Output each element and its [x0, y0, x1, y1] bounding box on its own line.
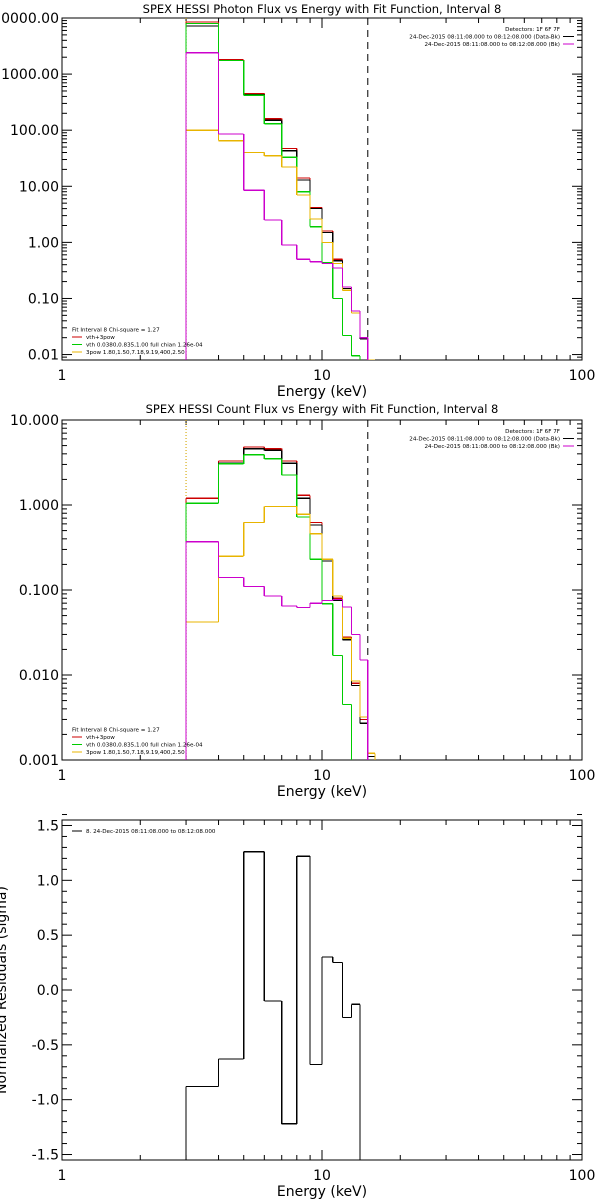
legend-entry: Fit Interval 8 Chi-square = 1.27 — [72, 728, 160, 734]
legend-top: 8. 24-Dec-2015 08:11:08.000 to 08:12:08.… — [72, 829, 216, 835]
plot-frame — [61, 17, 583, 361]
x-tick-label: 10 — [313, 768, 331, 784]
y-tick-label: 1000.00 — [1, 67, 59, 83]
series-4 — [185, 129, 376, 360]
y-tick-label: 100.00 — [10, 123, 59, 139]
chart-panel-1: SPEX HESSI Photon Flux vs Energy with Fi… — [0, 2, 595, 400]
y-tick-label: 10.00 — [19, 179, 59, 195]
y-tick-label: 0.010 — [19, 668, 59, 684]
legend-entry: vth+3pow — [86, 735, 115, 741]
x-tick-label: 100 — [569, 768, 596, 784]
y-tick-label: 1.0 — [37, 873, 59, 889]
y-axis: 0.001 0.010 0.100 1.000 10.000 — [10, 413, 582, 769]
series-2 — [185, 448, 376, 760]
legend-entry: 3pow 1.80,1.50,7.18,9.19,400,2.50 — [86, 750, 185, 756]
x-axis: 1 10 100 Energy (keV) — [58, 820, 596, 1200]
y-tick-label: 1.5 — [37, 818, 59, 834]
plot-area — [185, 18, 376, 360]
legend-entry: 24-Dec-2015 08:11:08.000 to 08:12:08.000… — [409, 35, 560, 41]
x-axis-label: Energy (keV) — [277, 784, 367, 800]
y-tick-label: 0.001 — [19, 753, 59, 769]
legend-entry: 24-Dec-2015 08:11:08.000 to 08:12:08.000… — [424, 444, 560, 450]
x-tick-label: 100 — [569, 368, 596, 384]
legend-entry: vth 0.0380,0.835,1.00 full chian 1.26e-0… — [86, 343, 203, 349]
x-axis: 1 10 100 Energy (keV) — [58, 420, 596, 800]
y-tick-label: -1.0 — [32, 1093, 59, 1109]
chart-panel-2: SPEX HESSI Count Flux vs Energy with Fit… — [10, 402, 595, 800]
x-tick-label: 10 — [313, 368, 331, 384]
series-3 — [185, 22, 361, 360]
y-tick-label: 0.100 — [19, 583, 59, 599]
y-tick-label: 0.5 — [37, 928, 59, 944]
y-tick-label: -1.5 — [32, 1148, 59, 1164]
legend-top: Detectors: 1F 6F 7F 24-Dec-2015 08:11:08.… — [409, 27, 574, 48]
y-tick-label: 0.10 — [28, 291, 59, 307]
plot-area — [185, 420, 376, 760]
legend-entry: 3pow 1.80,1.50,7.18,9.19,400,2.50 — [86, 350, 185, 356]
y-tick-label: 0.01 — [28, 348, 59, 364]
legend-entry: 24-Dec-2015 08:11:08.000 to 08:12:08.000… — [409, 437, 560, 443]
series-2 — [185, 25, 369, 360]
legend-entry: Detectors: 1F 6F 7F — [505, 27, 560, 33]
legend-top: Detectors: 1F 6F 7F 24-Dec-2015 08:11:08.… — [409, 429, 574, 450]
series-1 — [185, 446, 376, 760]
x-tick-label: 1 — [58, 1168, 67, 1184]
x-tick-label: 1 — [58, 768, 67, 784]
y-tick-label: 10000.00 — [0, 11, 59, 27]
x-axis: 1 10 100 Energy (keV) — [58, 18, 596, 400]
y-tick-label: 1.00 — [28, 235, 59, 251]
x-tick-label: 1 — [58, 368, 67, 384]
series-5 — [185, 541, 369, 760]
legend-entry: Fit Interval 8 Chi-square = 1.27 — [72, 328, 160, 334]
x-tick-label: 10 — [313, 1168, 331, 1184]
series-4 — [185, 505, 376, 760]
y-axis: 0.01 0.10 1.00 10.00 100.00 1000.00 10000.00 — [0, 11, 582, 364]
x-axis-label: Energy (keV) — [277, 384, 367, 400]
series-1 — [185, 21, 369, 360]
y-tick-label: 0.0 — [37, 983, 59, 999]
y-tick-label: 1.000 — [19, 498, 59, 514]
legend-entry: 8. 24-Dec-2015 08:11:08.000 to 08:12:08.… — [86, 829, 216, 835]
legend-entry: vth 0.0380,0.835,1.00 full chian 1.26e-0… — [86, 743, 203, 749]
series-3 — [185, 454, 353, 760]
chart-title: SPEX HESSI Photon Flux vs Energy with Fi… — [143, 2, 502, 16]
legend-entry: 24-Dec-2015 08:11:08.000 to 08:12:08.000… — [424, 42, 560, 48]
plot-area — [185, 851, 361, 1160]
y-tick-label: 10.000 — [10, 413, 59, 429]
y-axis-label: Normalized Residuals (sigma) — [0, 886, 10, 1094]
x-tick-label: 100 — [569, 1168, 596, 1184]
legend-entry: Detectors: 1F 6F 7F — [505, 429, 560, 435]
legend-bottom: Fit Interval 8 Chi-square = 1.27vth+3pow… — [72, 328, 203, 356]
series-5 — [185, 52, 369, 360]
chart-title: SPEX HESSI Count Flux vs Energy with Fit… — [146, 402, 499, 416]
series-1 — [185, 851, 361, 1160]
y-axis: -1.5 -1.0 -0.5 0.0 0.5 1.0 1.5 Normalized Resid… — [0, 814, 582, 1164]
legend-entry: vth+3pow — [86, 335, 115, 341]
y-tick-label: -0.5 — [32, 1038, 59, 1054]
legend-bottom: Fit Interval 8 Chi-square = 1.27vth+3pow… — [72, 728, 203, 756]
x-axis-label: Energy (keV) — [277, 1184, 367, 1200]
